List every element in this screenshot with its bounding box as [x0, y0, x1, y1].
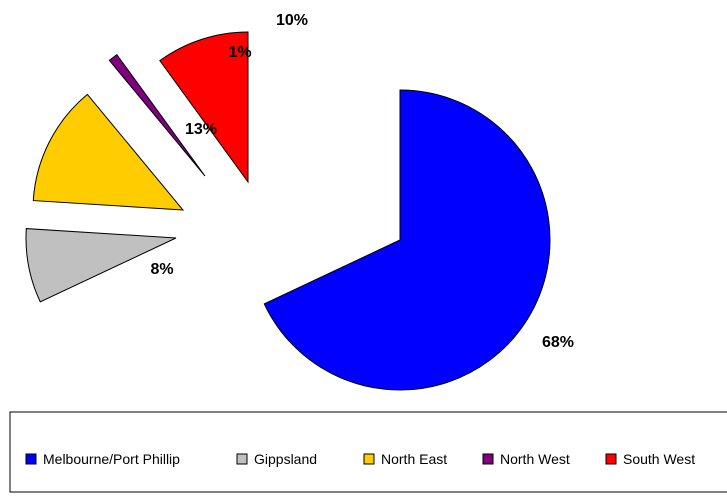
legend-label-north-east: North East: [381, 451, 447, 467]
legend-label-gippsland: Gippsland: [254, 451, 317, 467]
data-label-north-west: 1%: [228, 44, 251, 61]
pie-slices: [25, 31, 551, 391]
pie-slice-north-west: [108, 53, 206, 177]
legend-item-north-east: North East: [363, 451, 447, 467]
pie-slice-gippsland: [25, 228, 177, 303]
data-label-south-west: 10%: [276, 12, 308, 29]
legend-swatch-gippsland: [236, 453, 248, 465]
legend-box: [9, 411, 727, 493]
legend: Melbourne/Port Phillip Gippsland North Eas…: [25, 451, 695, 467]
legend-swatch-north-west: [482, 453, 494, 465]
data-label-north-east: 13%: [185, 121, 217, 138]
data-label-gippsland: 8%: [150, 261, 173, 278]
legend-item-north-west: North West: [482, 451, 570, 467]
legend-swatch-melbourne-port-phillip: [25, 453, 37, 465]
legend-item-melbourne-port-phillip: Melbourne/Port Phillip: [25, 451, 180, 467]
pie-data-labels: 68% 8% 13% 1% 10%: [150, 12, 574, 351]
legend-item-south-west: South West: [605, 451, 695, 467]
pie-slice-melbourne-port-phillip: [263, 89, 551, 391]
legend-swatch-south-west: [605, 453, 617, 465]
legend-item-gippsland: Gippsland: [236, 451, 317, 467]
legend-swatch-north-east: [363, 453, 375, 465]
legend-label-melbourne-port-phillip: Melbourne/Port Phillip: [43, 451, 180, 467]
legend-label-south-west: South West: [623, 451, 695, 467]
pie-slice-north-east: [32, 93, 185, 211]
pie-slice-south-west: [159, 31, 249, 184]
legend-label-north-west: North West: [500, 451, 570, 467]
data-label-melbourne-port-phillip: 68%: [542, 334, 574, 351]
